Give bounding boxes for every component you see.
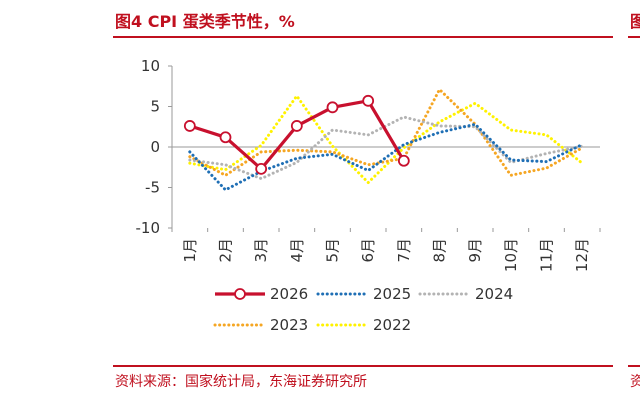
- x-tick-label: 7月: [395, 238, 413, 263]
- y-tick-label: 0: [150, 138, 160, 156]
- x-tick-label: 11月: [538, 238, 556, 272]
- y-tick-label: 5: [150, 98, 160, 116]
- y-tick-label: -10: [136, 219, 161, 237]
- source-note: 资料来源：国家统计局，东海证券研究所: [115, 374, 367, 390]
- x-tick-label: 3月: [252, 238, 270, 263]
- chart-axes: 10 5 0 -5 -10 1月 2月 3月 4月 5月 6月 7月 8月 9月 10月 11月 12月: [136, 57, 601, 272]
- x-tick-label: 2月: [217, 238, 235, 263]
- x-tick-label: 9月: [466, 238, 484, 263]
- x-tick-label: 12月: [573, 238, 591, 272]
- point-2026: [397, 154, 410, 167]
- adjacent-source-fragment: 资: [630, 374, 640, 390]
- title-rule-adjacent: [628, 36, 640, 38]
- chart-title: 图4 CPI 蛋类季节性，%: [115, 12, 295, 31]
- y-tick-label: 10: [141, 57, 160, 75]
- point-2026: [290, 120, 303, 132]
- legend-label-2024: 2024: [475, 285, 513, 303]
- legend-label-2025: 2025: [373, 285, 411, 303]
- title-rule: [113, 36, 613, 38]
- x-tick-label: 10月: [502, 238, 520, 272]
- point-2026: [362, 94, 375, 107]
- x-tick-label: 1月: [181, 238, 199, 263]
- x-tick-label: 6月: [359, 238, 377, 263]
- series-line-2024: [188, 115, 584, 181]
- legend-label-2022: 2022: [373, 316, 411, 334]
- x-tick-label: 8月: [431, 238, 449, 263]
- legend-marker-2026: [234, 288, 246, 300]
- legend-label-2026: 2026: [270, 285, 308, 303]
- x-tick-label: 4月: [288, 238, 306, 263]
- point-2026: [255, 162, 268, 175]
- point-2026: [219, 131, 232, 144]
- y-tick-label: -5: [145, 179, 160, 197]
- legend-label-2023: 2023: [270, 316, 308, 334]
- source-rule-adjacent: [628, 365, 640, 367]
- chart-series: [183, 88, 584, 192]
- x-tick-label: 5月: [324, 238, 342, 263]
- source-rule: [113, 365, 613, 367]
- adjacent-figure-fragment: 图: [630, 12, 640, 31]
- point-2026: [183, 120, 196, 132]
- point-2026: [326, 101, 339, 114]
- series-line-2022: [188, 94, 584, 185]
- chart-legend: 2026 2025 2024 2023 2022: [213, 285, 513, 334]
- series-line-2023: [188, 88, 584, 177]
